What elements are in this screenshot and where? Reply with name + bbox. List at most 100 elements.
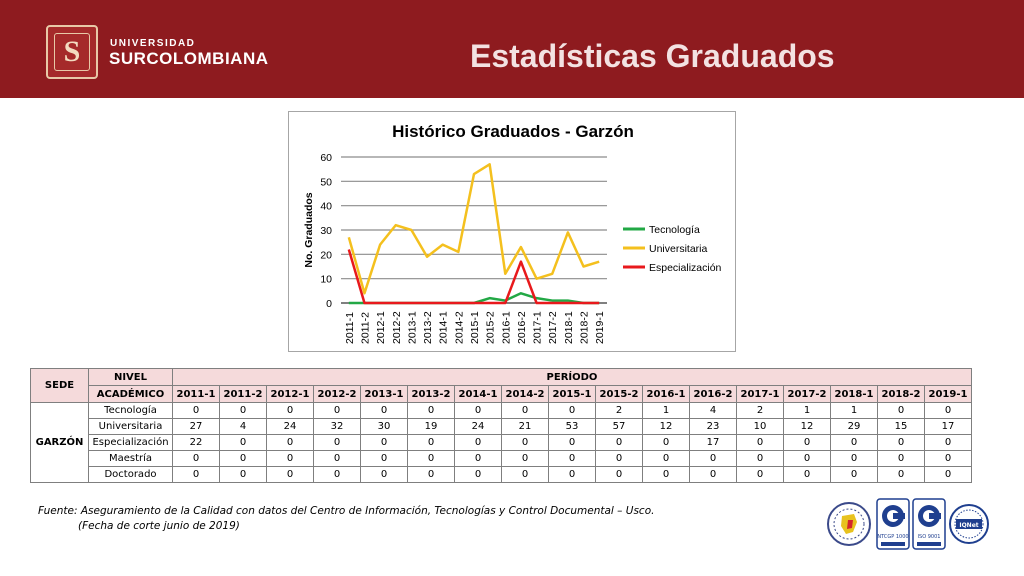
table-row: GARZÓN Tecnología 0 0 0 0 0 0 0 0 0 2 1 4 2 1 1 0 0: [30, 402, 972, 483]
value-cell: 0: [548, 402, 596, 419]
source-note: Fuente: Aseguramiento de la Calidad con …: [38, 505, 655, 517]
value-cell: 0: [313, 450, 361, 467]
value-cell: 0: [595, 466, 643, 483]
page-title: Estadísticas Graduados: [470, 38, 835, 74]
y-tick-label: 0: [326, 298, 332, 310]
x-tick-label: 2018-2: [579, 311, 591, 344]
x-tick-label: 2016-2: [516, 311, 528, 344]
value-cell: 0: [501, 466, 549, 483]
value-cell: 0: [924, 466, 972, 483]
x-tick-label: 2013-2: [422, 311, 434, 344]
value-cell: 0: [501, 434, 549, 451]
level-cell: Doctorado: [88, 466, 173, 483]
table-row: Doctorado 0 0 0 0 0 0 0 0 0 0 0 0 0 0 0 0 0: [31, 466, 972, 483]
x-tick-label: 2013-1: [406, 311, 418, 344]
level-cell: Maestría: [88, 450, 173, 467]
value-cell: 0: [454, 466, 502, 483]
period-header-cell: 2012-2: [313, 385, 361, 403]
period-header-cell: 2013-1: [360, 385, 408, 403]
legend-label: Especialización: [649, 262, 722, 274]
period-header-cell: 2015-2: [595, 385, 643, 403]
graduates-table: SEDE NIVEL PERÍODO ACADÉMICO 2011-1 2011-…: [30, 368, 972, 483]
level-cell: Universitaria: [88, 418, 173, 435]
value-cell: 0: [360, 466, 408, 483]
sede-cell: GARZÓN: [30, 402, 89, 483]
value-cell: 32: [313, 418, 361, 435]
period-header-cell: 2011-1: [172, 385, 220, 403]
x-tick-label: 2012-1: [375, 311, 387, 344]
value-cell: 0: [501, 450, 549, 467]
value-cell: 17: [689, 434, 737, 451]
y-tick-label: 40: [320, 201, 332, 213]
value-cell: 0: [877, 402, 925, 419]
value-cell: 0: [407, 466, 455, 483]
period-header-cell: 2019-1: [924, 385, 972, 403]
value-cell: 0: [642, 450, 690, 467]
value-cell: 12: [642, 418, 690, 435]
value-cell: 0: [830, 450, 878, 467]
header-banner: S UNIVERSIDAD SURCOLOMBIANA Estadísticas…: [0, 0, 1024, 98]
university-name-big: SURCOLOMBIANA: [109, 49, 269, 68]
period-header-cell: 2018-1: [830, 385, 878, 403]
colombia-seal-icon: [827, 502, 871, 546]
level-cell: Especialización: [88, 434, 173, 451]
period-header-cell: 2012-1: [266, 385, 314, 403]
y-tick-label: 10: [320, 274, 332, 286]
value-cell: 0: [830, 466, 878, 483]
value-cell: 0: [266, 450, 314, 467]
x-tick-label: 2014-2: [453, 311, 465, 344]
value-cell: 57: [595, 418, 643, 435]
period-header-cell: 2014-1: [454, 385, 502, 403]
value-cell: 1: [783, 402, 831, 419]
value-cell: 0: [360, 402, 408, 419]
university-logo-icon: S: [46, 25, 98, 79]
value-cell: 0: [360, 450, 408, 467]
value-cell: 1: [830, 402, 878, 419]
value-cell: 0: [783, 450, 831, 467]
value-cell: 0: [219, 466, 267, 483]
period-header-cell: 2011-2: [219, 385, 267, 403]
cutoff-date-note: (Fecha de corte junio de 2019): [78, 520, 240, 532]
value-cell: 0: [266, 434, 314, 451]
value-cell: 12: [783, 418, 831, 435]
table-row: Maestría 0 0 0 0 0 0 0 0 0 0 0 0 0 0 0 0 0: [31, 450, 972, 467]
value-cell: 0: [501, 402, 549, 419]
value-cell: 0: [689, 450, 737, 467]
period-header-cell: 2018-2: [877, 385, 925, 403]
value-cell: 0: [924, 434, 972, 451]
value-cell: 0: [313, 434, 361, 451]
value-cell: 0: [407, 434, 455, 451]
value-cell: 0: [313, 402, 361, 419]
value-cell: 15: [877, 418, 925, 435]
iqnet-label: IQNet: [959, 522, 978, 529]
x-tick-label: 2017-1: [532, 311, 544, 344]
value-cell: 0: [783, 434, 831, 451]
value-cell: 0: [219, 402, 267, 419]
value-cell: 0: [877, 434, 925, 451]
ntcgp-label: NTCGP 1000: [877, 534, 908, 540]
periodo-header: PERÍODO: [172, 368, 972, 386]
value-cell: 2: [595, 402, 643, 419]
y-tick-label: 30: [320, 225, 332, 237]
legend-label: Universitaria: [649, 243, 708, 255]
x-tick-label: 2016-1: [500, 311, 512, 344]
value-cell: 0: [642, 434, 690, 451]
value-cell: 24: [454, 418, 502, 435]
value-cell: 4: [689, 402, 737, 419]
value-cell: 0: [689, 466, 737, 483]
value-cell: 0: [595, 450, 643, 467]
value-cell: 0: [266, 466, 314, 483]
period-header-cell: 2016-2: [689, 385, 737, 403]
value-cell: 0: [266, 402, 314, 419]
value-cell: 0: [219, 434, 267, 451]
x-tick-label: 2014-1: [438, 311, 450, 344]
value-cell: 0: [548, 466, 596, 483]
value-cell: 0: [924, 402, 972, 419]
x-tick-label: 2015-1: [469, 311, 481, 344]
x-tick-label: 2019-1: [594, 311, 606, 344]
value-cell: 0: [877, 466, 925, 483]
value-cell: 2: [736, 402, 784, 419]
period-header-cell: 2013-2: [407, 385, 455, 403]
series-line-universitaria: [347, 163, 600, 295]
value-cell: 53: [548, 418, 596, 435]
